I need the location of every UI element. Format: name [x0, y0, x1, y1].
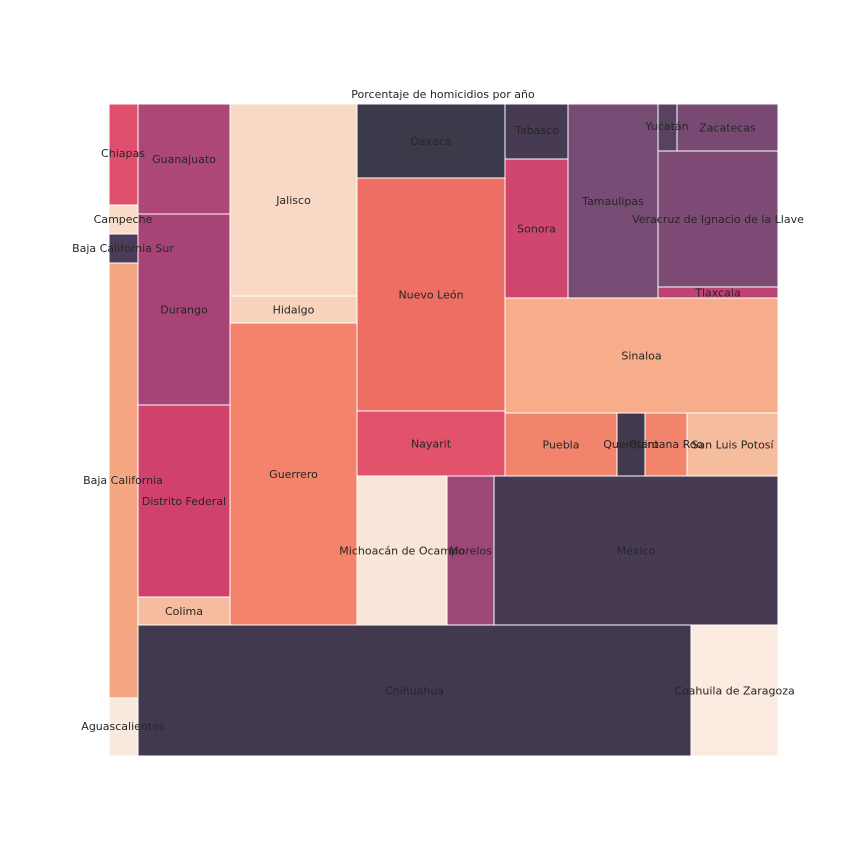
tile-label-quintana-roo: Quintana Roo [629, 438, 704, 451]
tile-label-tamaulipas: Tamaulipas [581, 195, 644, 208]
tile-baja-california-sur [108, 233, 139, 264]
tile-guerrero [229, 322, 358, 626]
tile-label-morelos: Morelos [449, 545, 492, 558]
tile-label-tabasco: Tabasco [514, 124, 559, 137]
tile-campeche [108, 204, 139, 235]
tile-label-baja-california-sur: Baja California Sur [72, 242, 174, 255]
tile-label-puebla: Puebla [543, 439, 580, 452]
tile-label-campeche: Campeche [94, 213, 153, 226]
tile-mexico [493, 475, 779, 626]
tile-label-jalisco: Jalisco [275, 194, 311, 207]
tile-sinaloa [504, 297, 779, 414]
treemap-labels: Aguascalientes Baja California Baja Califo… [72, 120, 804, 733]
tile-sonora [504, 158, 569, 299]
tile-label-chiapas: Chiapas [101, 147, 145, 160]
tile-queretaro [616, 412, 646, 477]
tile-label-aguascalientes: Aguascalientes [81, 720, 165, 733]
tile-label-baja-california: Baja California [83, 474, 163, 487]
tile-label-guerrero: Guerrero [269, 468, 318, 481]
tile-label-chihuahua: Chihuahua [385, 685, 444, 698]
tile-label-mexico: México [617, 545, 656, 558]
tile-label-sonora: Sonora [517, 223, 556, 236]
tile-michoacan-de-ocampo [356, 475, 448, 626]
tile-chiapas [108, 103, 139, 206]
tile-morelos [446, 475, 495, 626]
tile-san-luis-potosi [686, 412, 779, 477]
tile-chihuahua [137, 624, 692, 757]
tile-oaxaca [356, 103, 506, 179]
tile-label-coahuila-de-zaragoza: Coahuila de Zaragoza [674, 685, 794, 698]
tile-label-san-luis-potosi: San Luis Potosí [691, 439, 774, 452]
tile-nuevo-leon [356, 177, 506, 412]
tile-aguascalientes [108, 697, 139, 757]
tile-label-durango: Durango [160, 304, 208, 317]
tile-label-tlaxcala: Tlaxcala [694, 287, 740, 300]
tile-label-guanajuato: Guanajuato [152, 153, 216, 166]
chart-title: Porcentaje de homicidios por año [351, 88, 535, 101]
tile-hidalgo [229, 295, 358, 324]
tile-label-veracruz-de-ignacio-de-la-llave: Veracruz de Ignacio de la Llave [632, 213, 804, 226]
tile-label-nuevo-leon: Nuevo León [398, 289, 463, 302]
tile-label-yucatan: Yucatán [644, 120, 688, 133]
tile-label-sinaloa: Sinaloa [621, 350, 661, 363]
tile-label-queretaro: Querétaro [603, 438, 659, 451]
tile-jalisco [229, 103, 358, 297]
tile-label-distrito-federal: Distrito Federal [142, 495, 226, 508]
tile-label-zacatecas: Zacatecas [699, 122, 756, 135]
tile-durango [137, 213, 231, 406]
tile-label-nayarit: Nayarit [411, 438, 452, 451]
tile-veracruz-de-ignacio-de-la-llave [657, 150, 779, 288]
tile-nayarit [356, 410, 506, 477]
tile-label-oaxaca: Oaxaca [410, 135, 451, 148]
tile-label-colima: Colima [165, 605, 203, 618]
tile-zacatecas [676, 103, 779, 152]
tile-guanajuato [137, 103, 231, 215]
treemap-tiles [108, 103, 779, 757]
tile-label-michoacan-de-ocampo: Michoacán de Ocampo [339, 545, 465, 558]
tile-label-hidalgo: Hidalgo [273, 304, 315, 317]
tile-colima [137, 596, 231, 626]
tile-coahuila-de-zaragoza [690, 624, 779, 757]
tile-distrito-federal [137, 404, 231, 598]
